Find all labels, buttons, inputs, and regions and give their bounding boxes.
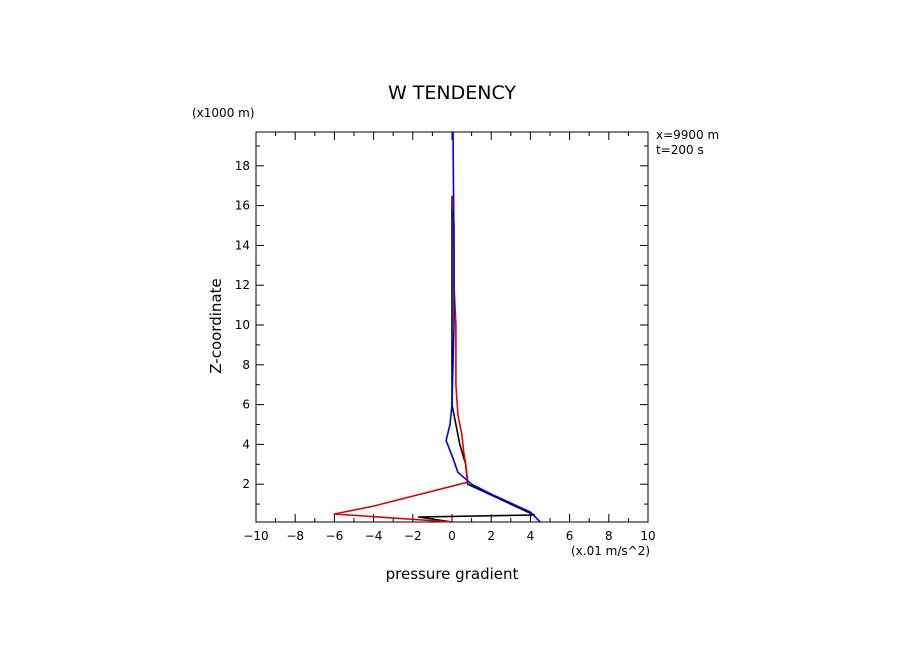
series-group: [333, 131, 541, 523]
axis-ticks: −10 −8 −6 −4 −2 0 2 4 6 8 10 2 4 6 8 10 12 14 16 18: [235, 132, 656, 543]
x-tick-label: −6: [326, 529, 344, 543]
series-line-1: [417, 195, 536, 523]
y-tick-label: 2: [242, 477, 250, 491]
x-axis-unit: (x.01 m/s^2): [571, 544, 650, 558]
x-tick-label: −2: [404, 529, 422, 543]
y-axis-label: Z-coordinate: [207, 278, 225, 373]
annotation-time: t=200 s: [656, 143, 704, 157]
x-tick-label: 2: [487, 529, 495, 543]
y-tick-label: 10: [235, 318, 250, 332]
series-line-2: [333, 195, 469, 523]
y-tick-label: 12: [235, 278, 250, 292]
y-tick-label: 6: [242, 398, 250, 412]
y-tick-label: 16: [235, 199, 250, 213]
x-tick-label: −8: [286, 529, 304, 543]
chart-title: W TENDENCY: [388, 82, 516, 104]
series-line-3: [445, 131, 541, 523]
x-tick-label: 8: [605, 529, 613, 543]
y-tick-label: 18: [235, 159, 250, 173]
y-tick-label: 14: [235, 238, 250, 252]
x-tick-label: −10: [243, 529, 268, 543]
y-axis-unit: (x1000 m): [192, 106, 255, 120]
y-tick-label: 4: [242, 437, 250, 451]
x-tick-label: −4: [365, 529, 383, 543]
x-tick-label: 4: [527, 529, 535, 543]
y-tick-label: 8: [242, 358, 250, 372]
annotation-position: x=9900 m: [656, 128, 719, 142]
x-tick-label: 10: [640, 529, 655, 543]
x-axis-label: pressure gradient: [386, 565, 519, 583]
x-tick-label: 0: [448, 529, 456, 543]
x-tick-label: 6: [566, 529, 574, 543]
